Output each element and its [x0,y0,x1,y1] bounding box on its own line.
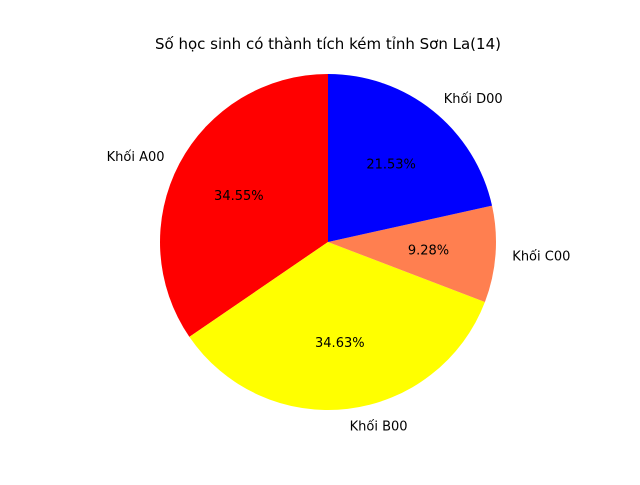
slice-label: Khối C00 [512,250,570,265]
pie-slices [160,74,496,410]
chart-title: Số học sinh có thành tích kém tỉnh Sơn L… [155,35,501,53]
slice-label: Khối B00 [350,420,408,435]
slice-percent-label: 34.63% [315,336,365,351]
slice-label: Khối A00 [107,150,165,165]
pie-slice-khối-a00 [160,74,328,337]
pie-slice-khối-d00 [328,74,493,242]
slice-label: Khối D00 [444,92,503,107]
pie-slice-khối-c00 [328,205,496,303]
slice-percent-label: 9.28% [408,243,449,258]
slice-percent-label: 34.55% [214,189,264,204]
pie-labels: Khối A00 34.55% Khối B00 34.63% Khối C00 9.28… [107,92,571,435]
pie-slice-khối-b00 [189,242,485,410]
slice-percent-label: 21.53% [366,157,416,172]
